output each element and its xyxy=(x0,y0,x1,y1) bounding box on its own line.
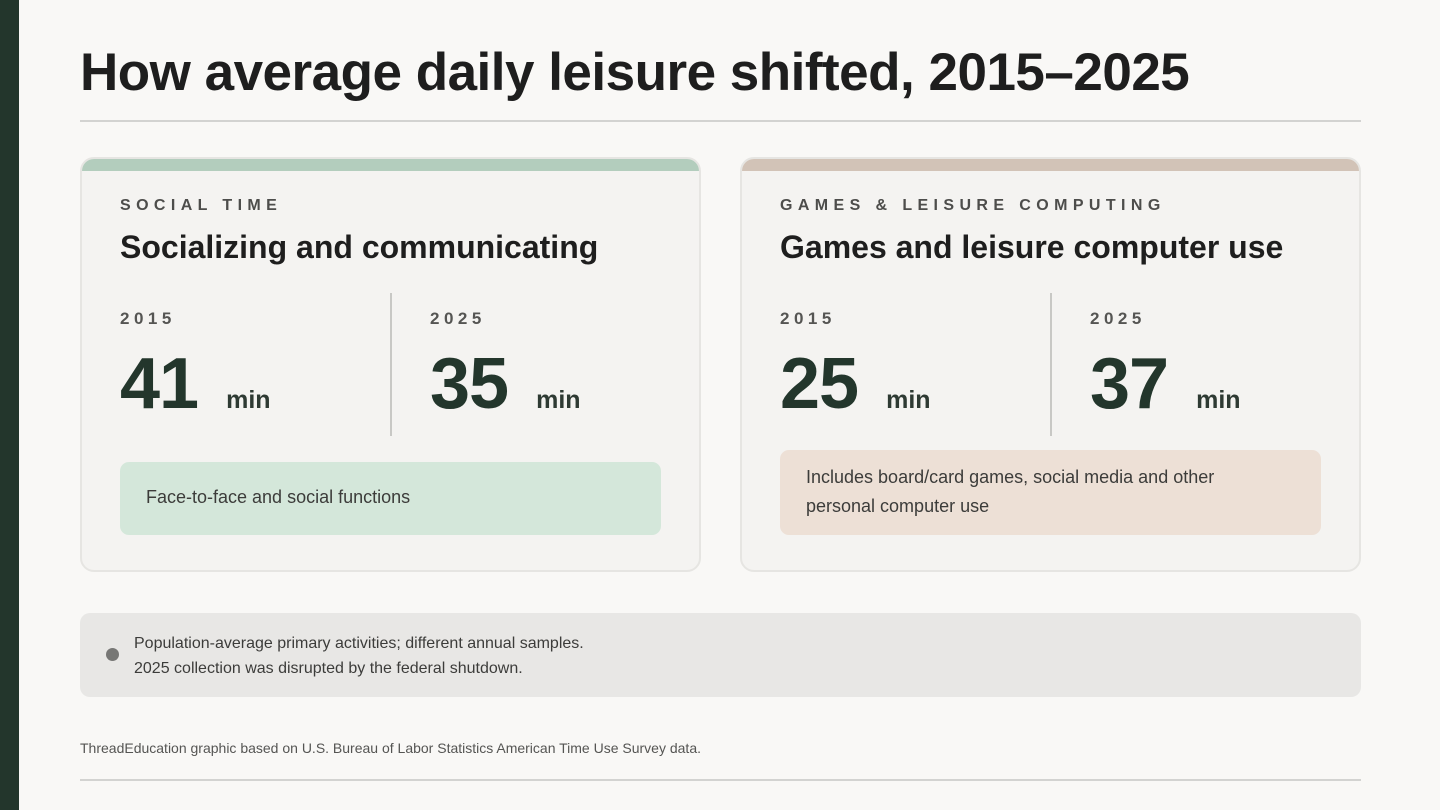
caveat-note: Population-average primary activities; d… xyxy=(80,613,1361,697)
card-title: Games and leisure computer use xyxy=(780,229,1284,265)
stat-unit: min xyxy=(226,386,271,414)
stat-unit: min xyxy=(1196,386,1241,414)
stat-year: 2015 xyxy=(120,309,176,328)
card-eyebrow: GAMES & LEISURE COMPUTING xyxy=(780,197,1166,214)
card-accent-strip xyxy=(82,159,699,171)
stat-2015: 2015 41 min xyxy=(120,309,400,423)
stat-year: 2025 xyxy=(1090,309,1146,328)
stat-divider xyxy=(1050,293,1052,436)
card-note: Face-to-face and social functions xyxy=(120,462,661,535)
stat-year: 2015 xyxy=(780,309,836,328)
card-note: Includes board/card games, social media … xyxy=(780,450,1321,535)
card-note-line: Includes board/card games, social media … xyxy=(806,467,1215,487)
card-accent-strip xyxy=(742,159,1359,171)
stat-value: 37 xyxy=(1090,344,1169,424)
stat-2025: 2025 37 min xyxy=(1090,309,1359,424)
card-social-time: SOCIAL TIME Socializing and communicatin… xyxy=(80,157,701,572)
caveat-line: 2025 collection was disrupted by the fed… xyxy=(134,660,523,677)
card-eyebrow: SOCIAL TIME xyxy=(120,197,283,214)
caveat-text: Population-average primary activities; d… xyxy=(134,631,584,681)
stat-value: 35 xyxy=(430,344,509,424)
page-title: How average daily leisure shifted, 2015–… xyxy=(80,43,1190,102)
title-divider xyxy=(80,120,1361,122)
stat-unit: min xyxy=(886,386,931,414)
stat-value: 25 xyxy=(780,344,859,424)
bullet-dot-icon xyxy=(106,648,119,661)
left-accent-bar xyxy=(0,0,19,810)
stat-unit: min xyxy=(536,386,581,414)
card-games-leisure-computing: GAMES & LEISURE COMPUTING Games and leis… xyxy=(740,157,1361,572)
stat-2015: 2015 25 min xyxy=(780,309,1060,423)
stat-2025: 2025 35 min xyxy=(430,309,699,424)
caveat-line: Population-average primary activities; d… xyxy=(134,635,584,652)
source-credit: ThreadEducation graphic based on U.S. Bu… xyxy=(80,740,701,756)
card-title: Socializing and communicating xyxy=(120,229,599,265)
bottom-divider xyxy=(80,779,1361,781)
card-note-line: personal computer use xyxy=(806,496,990,516)
stat-value: 41 xyxy=(120,344,199,424)
stat-year: 2025 xyxy=(430,309,486,328)
stat-divider xyxy=(390,293,392,436)
